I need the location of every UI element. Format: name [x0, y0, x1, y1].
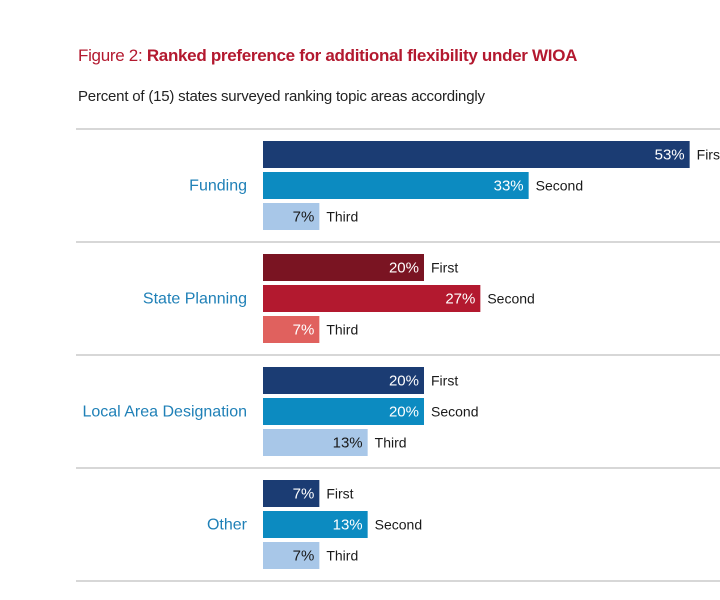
- data-label: 27%: [445, 291, 475, 308]
- bar: [263, 511, 368, 538]
- bar: [263, 480, 320, 507]
- bar: [263, 398, 424, 425]
- chart-title-prefix: Figure 2:: [78, 46, 147, 65]
- chart-title: Figure 2: Ranked preference for addition…: [78, 46, 577, 66]
- rank-label: First: [431, 373, 458, 389]
- data-label: 53%: [655, 147, 685, 164]
- bar: [263, 316, 320, 343]
- data-label: 20%: [389, 260, 419, 277]
- data-label: 7%: [293, 548, 315, 565]
- chart-subtitle: Percent of (15) states surveyed ranking …: [78, 88, 485, 105]
- rank-label: Second: [431, 404, 478, 420]
- data-label: 20%: [389, 404, 419, 421]
- data-label: 7%: [293, 486, 315, 503]
- data-label: 7%: [293, 322, 315, 339]
- data-label: 13%: [333, 435, 363, 452]
- bar: [263, 367, 424, 394]
- bar: [263, 141, 690, 168]
- data-label: 20%: [389, 373, 419, 390]
- bar: [263, 203, 320, 230]
- category-label: Funding: [189, 178, 247, 195]
- rank-label: Third: [326, 209, 358, 225]
- category-label: Other: [207, 517, 248, 534]
- bar: [263, 429, 368, 456]
- rank-label: First: [431, 260, 458, 276]
- bar: [263, 542, 320, 569]
- bar: [263, 285, 481, 312]
- rank-label: Second: [487, 291, 534, 307]
- category-label: Local Area Designation: [82, 404, 247, 421]
- rank-label: First: [697, 147, 720, 163]
- category-label: State Planning: [143, 291, 247, 308]
- bar: [263, 172, 529, 199]
- rank-label: Third: [326, 322, 358, 338]
- data-label: 13%: [333, 517, 363, 534]
- data-label: 33%: [494, 178, 524, 195]
- rank-label: Third: [375, 435, 407, 451]
- chart-title-main: Ranked preference for additional flexibi…: [146, 46, 578, 65]
- bar: [263, 254, 424, 281]
- rank-label: Second: [375, 517, 422, 533]
- rank-label: First: [326, 486, 353, 502]
- rank-label: Third: [326, 548, 358, 564]
- rank-label: Second: [536, 178, 583, 194]
- data-label: 7%: [293, 209, 315, 226]
